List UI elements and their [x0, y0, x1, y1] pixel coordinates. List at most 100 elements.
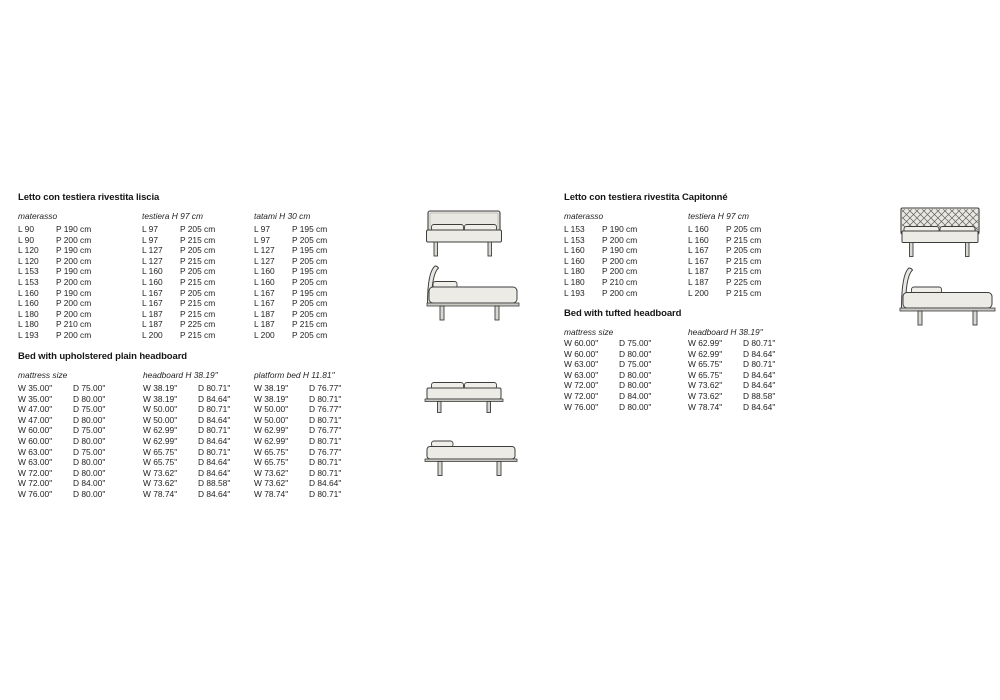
- spec-row: L 160 P 195 cm: [254, 266, 327, 277]
- dim-width: W 73.62": [143, 478, 178, 489]
- dim-length: L 153: [564, 224, 585, 234]
- bed-side-tufted-headboard-icon: [899, 267, 996, 326]
- dim-length: L 127: [142, 245, 163, 256]
- dim-depth: P 215 cm: [180, 234, 216, 245]
- dim-depth: D 84.64": [198, 435, 231, 446]
- dim-depth: D 75.00": [73, 383, 106, 393]
- dim-length: L 160: [564, 255, 585, 266]
- dim-depth: D 80.00": [73, 488, 106, 499]
- section-letto-liscia: Letto con testiera rivestita liscia mate…: [18, 192, 368, 347]
- dim-depth: P 215 cm: [180, 276, 216, 287]
- column-header: headboard H 38.19": [688, 327, 763, 337]
- dim-depth: D 84.00": [619, 390, 652, 401]
- dim-depth: P 200 cm: [602, 266, 638, 277]
- spec-row: W 72.00" D 84.00": [18, 478, 105, 489]
- spec-row: L 160 P 190 cm: [564, 245, 637, 256]
- dim-length: L 160: [688, 224, 709, 234]
- dim-width: W 73.62": [688, 390, 723, 401]
- dim-depth: P 200 cm: [602, 255, 638, 266]
- section-tufted-headboard: Bed with tufted headboard mattress size …: [564, 308, 804, 423]
- dim-depth: D 75.00": [73, 404, 106, 415]
- dim-depth: P 200 cm: [56, 298, 92, 309]
- dim-width: W 47.00": [18, 414, 53, 425]
- dim-depth: D 80.00": [619, 369, 652, 380]
- bed-front-tufted-headboard-icon: [900, 207, 980, 257]
- spec-row: L 127 P 215 cm: [142, 256, 215, 267]
- spec-row: W 47.00" D 75.00": [18, 404, 105, 415]
- dim-length: L 153: [18, 266, 39, 277]
- spec-row: W 78.74" D 84.64": [143, 489, 230, 500]
- dim-length: L 160: [254, 266, 275, 277]
- dim-depth: D 80.71": [309, 467, 342, 478]
- dim-depth: D 80.71": [309, 414, 342, 425]
- dim-length: L 167: [254, 287, 275, 298]
- spec-row: W 62.99" D 76.77": [254, 425, 341, 436]
- spec-rows: L 90 P 190 cm L 90 P 200 cm L 120 P 190 …: [18, 224, 91, 341]
- dim-width: W 78.74": [688, 401, 723, 412]
- spec-row: L 97 P 215 cm: [142, 235, 215, 246]
- spec-row: W 63.00" D 75.00": [18, 447, 105, 458]
- dim-depth: P 205 cm: [292, 298, 328, 309]
- section-letto-capitonne: Letto con testiera rivestita Capitonné m…: [564, 192, 804, 307]
- dim-depth: P 205 cm: [180, 224, 216, 234]
- dim-depth: P 190 cm: [602, 245, 638, 256]
- spec-row: L 153 P 200 cm: [18, 277, 91, 288]
- spec-row: W 62.99" D 80.71": [688, 338, 775, 349]
- spec-row: W 65.75" D 84.64": [143, 457, 230, 468]
- column-header: mattress size: [564, 327, 614, 337]
- dim-depth: P 225 cm: [180, 319, 216, 330]
- dim-length: L 160: [18, 298, 39, 309]
- dim-width: W 73.62": [143, 467, 178, 478]
- bed-side-plain-headboard-icon: [426, 265, 520, 321]
- dim-width: W 72.00": [564, 390, 599, 401]
- dim-width: W 50.00": [143, 414, 178, 425]
- spec-row: W 47.00" D 80.00": [18, 415, 105, 426]
- spec-row: W 60.00" D 80.00": [18, 436, 105, 447]
- dim-width: W 60.00": [564, 338, 599, 348]
- spec-row: L 153 P 190 cm: [18, 266, 91, 277]
- spec-row: W 73.62" D 80.71": [254, 468, 341, 479]
- dim-depth: P 205 cm: [180, 266, 216, 277]
- dim-depth: P 190 cm: [56, 245, 92, 256]
- dim-length: L 187: [142, 319, 163, 330]
- dim-depth: P 190 cm: [602, 224, 638, 234]
- spec-row: L 90 P 190 cm: [18, 224, 91, 235]
- column-header: testiera H 97 cm: [688, 211, 749, 221]
- dim-length: L 200: [142, 329, 163, 340]
- spec-row: W 65.75" D 84.64": [688, 370, 775, 381]
- dim-width: W 78.74": [254, 488, 289, 499]
- dim-width: W 60.00": [18, 435, 53, 446]
- dim-width: W 60.00": [564, 348, 599, 359]
- dim-depth: P 215 cm: [726, 255, 762, 266]
- dim-width: W 65.75": [254, 457, 289, 468]
- dim-depth: D 84.64": [743, 348, 776, 359]
- dim-depth: P 200 cm: [56, 276, 92, 287]
- dim-depth: D 84.64": [743, 369, 776, 380]
- dim-length: L 187: [254, 308, 275, 319]
- dim-width: W 72.00": [18, 478, 53, 489]
- spec-row: W 72.00" D 80.00": [18, 468, 105, 479]
- dim-depth: D 84.64": [309, 478, 342, 489]
- dim-depth: P 210 cm: [602, 276, 638, 287]
- dim-depth: D 80.00": [73, 467, 106, 478]
- spec-row: W 62.99" D 84.64": [688, 349, 775, 360]
- spec-row: W 35.00" D 80.00": [18, 394, 105, 405]
- dim-depth: D 76.77": [309, 446, 342, 457]
- spec-row: L 200 P 215 cm: [142, 330, 215, 341]
- spec-row: W 73.62" D 84.64": [688, 380, 775, 391]
- dim-depth: P 195 cm: [292, 245, 328, 256]
- dim-width: W 65.75": [254, 446, 289, 457]
- dim-length: L 187: [254, 319, 275, 330]
- dim-length: L 180: [18, 319, 39, 330]
- dim-depth: D 76.77": [309, 383, 342, 393]
- dim-depth: P 205 cm: [292, 308, 328, 319]
- dim-width: W 38.19": [143, 393, 178, 404]
- dim-depth: D 80.71": [198, 404, 231, 415]
- spec-row: L 90 P 200 cm: [18, 235, 91, 246]
- dim-depth: D 76.77": [309, 404, 342, 415]
- spec-row: L 187 P 215 cm: [688, 266, 761, 277]
- spec-row: W 78.74" D 80.71": [254, 489, 341, 500]
- dim-width: W 38.19": [254, 383, 289, 393]
- dim-length: L 127: [254, 255, 275, 266]
- spec-row: L 127 P 205 cm: [254, 256, 327, 267]
